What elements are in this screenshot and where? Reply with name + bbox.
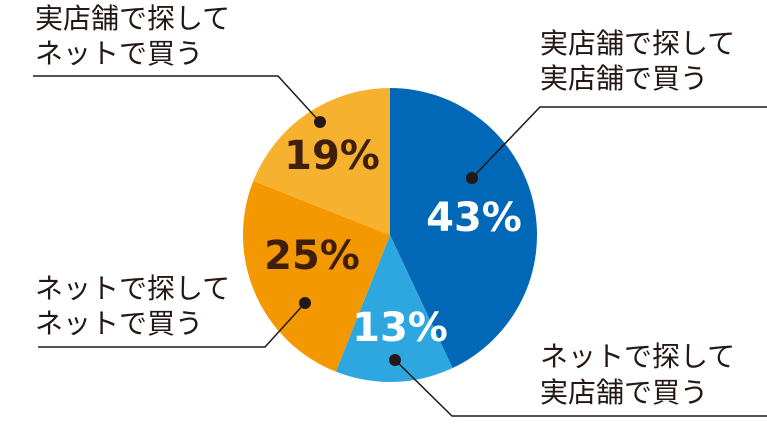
leader-dot bbox=[466, 172, 478, 184]
leader-line bbox=[38, 302, 306, 348]
value-label: 25% bbox=[264, 233, 360, 279]
value-label: 13% bbox=[352, 305, 448, 351]
category-label: ネットで探して bbox=[35, 272, 230, 305]
leader-line bbox=[471, 106, 767, 179]
leader-dot bbox=[299, 297, 311, 309]
value-label: 43% bbox=[426, 195, 522, 241]
leader-dot bbox=[314, 116, 326, 128]
pie-slice bbox=[390, 88, 537, 369]
category-label: 実店舗で買う bbox=[540, 62, 708, 95]
category-label: 実店舗で探して bbox=[35, 2, 230, 35]
category-label: ネットで買う bbox=[35, 37, 203, 70]
category-label: ネットで買う bbox=[35, 307, 203, 340]
value-label: 19% bbox=[284, 133, 380, 179]
pie-slice bbox=[253, 88, 390, 235]
pie-slice bbox=[335, 235, 453, 382]
category-label: 実店舗で探して bbox=[540, 27, 735, 60]
leader-line bbox=[33, 75, 321, 123]
leader-line bbox=[394, 359, 767, 417]
pie-slice bbox=[243, 180, 390, 372]
category-label: ネットで探して bbox=[540, 340, 735, 373]
leader-dot bbox=[389, 354, 401, 366]
category-label: 実店舗で買う bbox=[540, 376, 708, 409]
